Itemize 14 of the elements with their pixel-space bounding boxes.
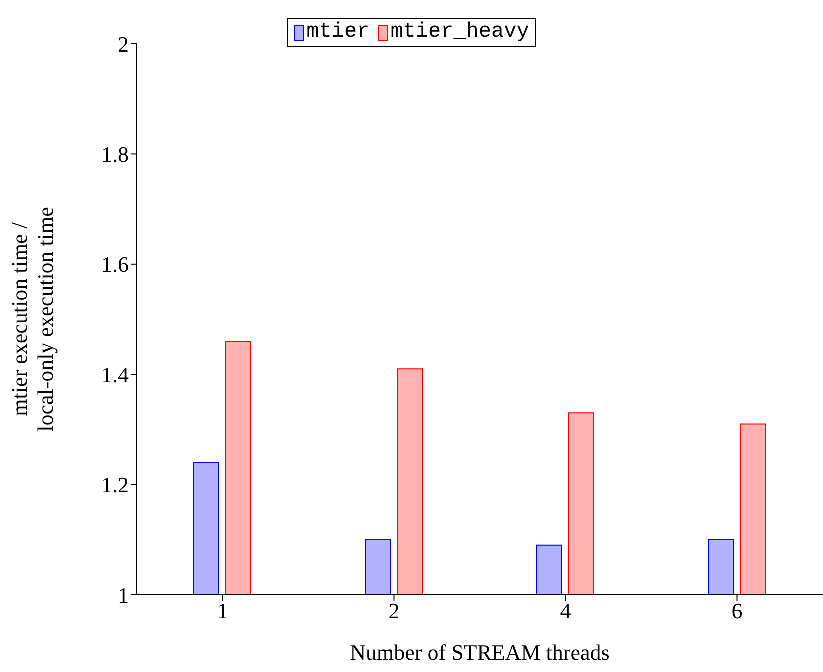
x-tick-label: 1 xyxy=(217,598,228,624)
y-axis-title: mtier execution time / local-only execution time xyxy=(7,207,58,432)
legend-label: mtier xyxy=(306,21,370,44)
y-tick-label: 1.2 xyxy=(102,472,129,498)
x-tick-label: 6 xyxy=(732,598,743,624)
x-tick-label: 4 xyxy=(560,598,572,624)
y-tick-label: 1.4 xyxy=(102,362,129,388)
x-tick-label: 2 xyxy=(388,598,400,624)
y-tick-label: 1 xyxy=(118,582,129,608)
y-tick-label: 1.6 xyxy=(102,252,129,278)
legend-label: mtier_heavy xyxy=(390,21,530,44)
y-tick-label: 1.8 xyxy=(102,142,129,168)
x-axis-title: Number of STREAM threads xyxy=(350,640,610,665)
y-tick-label: 2 xyxy=(118,32,129,57)
